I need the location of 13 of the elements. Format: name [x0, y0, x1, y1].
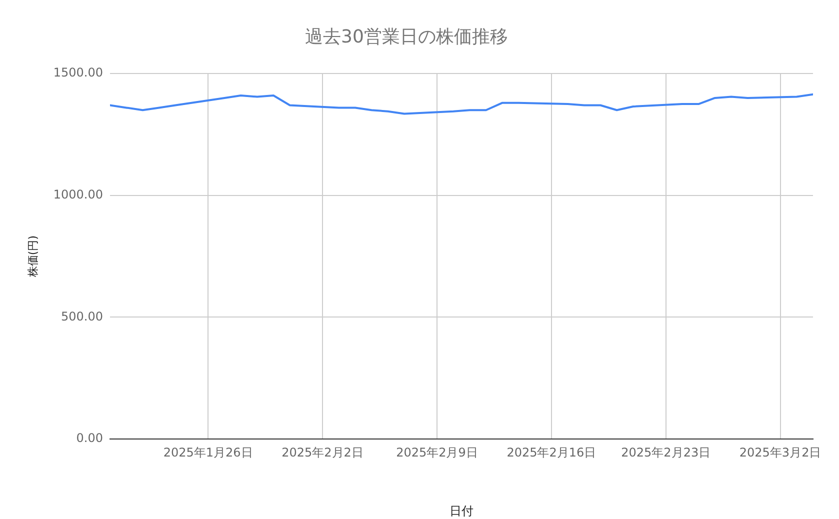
y-tick-label: 1500.00 [53, 66, 103, 80]
y-tick-label: 0.00 [76, 431, 103, 446]
y-tick-label: 500.00 [61, 309, 103, 324]
x-axis-title: 日付 [450, 504, 474, 518]
y-axis-title: 株価(円) [26, 236, 40, 278]
x-tick-label: 2025年2月2日 [282, 445, 364, 460]
y-tick-label: 1000.00 [53, 188, 103, 202]
x-tick-label: 2025年3月2日 [739, 445, 822, 460]
x-tick-label: 2025年1月26日 [163, 445, 253, 460]
x-tick-label: 2025年2月9日 [396, 445, 478, 460]
chart-title: 過去30営業日の株価推移 [305, 26, 508, 48]
x-tick-label: 2025年2月23日 [621, 445, 711, 460]
x-tick-label: 2025年2月16日 [506, 445, 596, 460]
